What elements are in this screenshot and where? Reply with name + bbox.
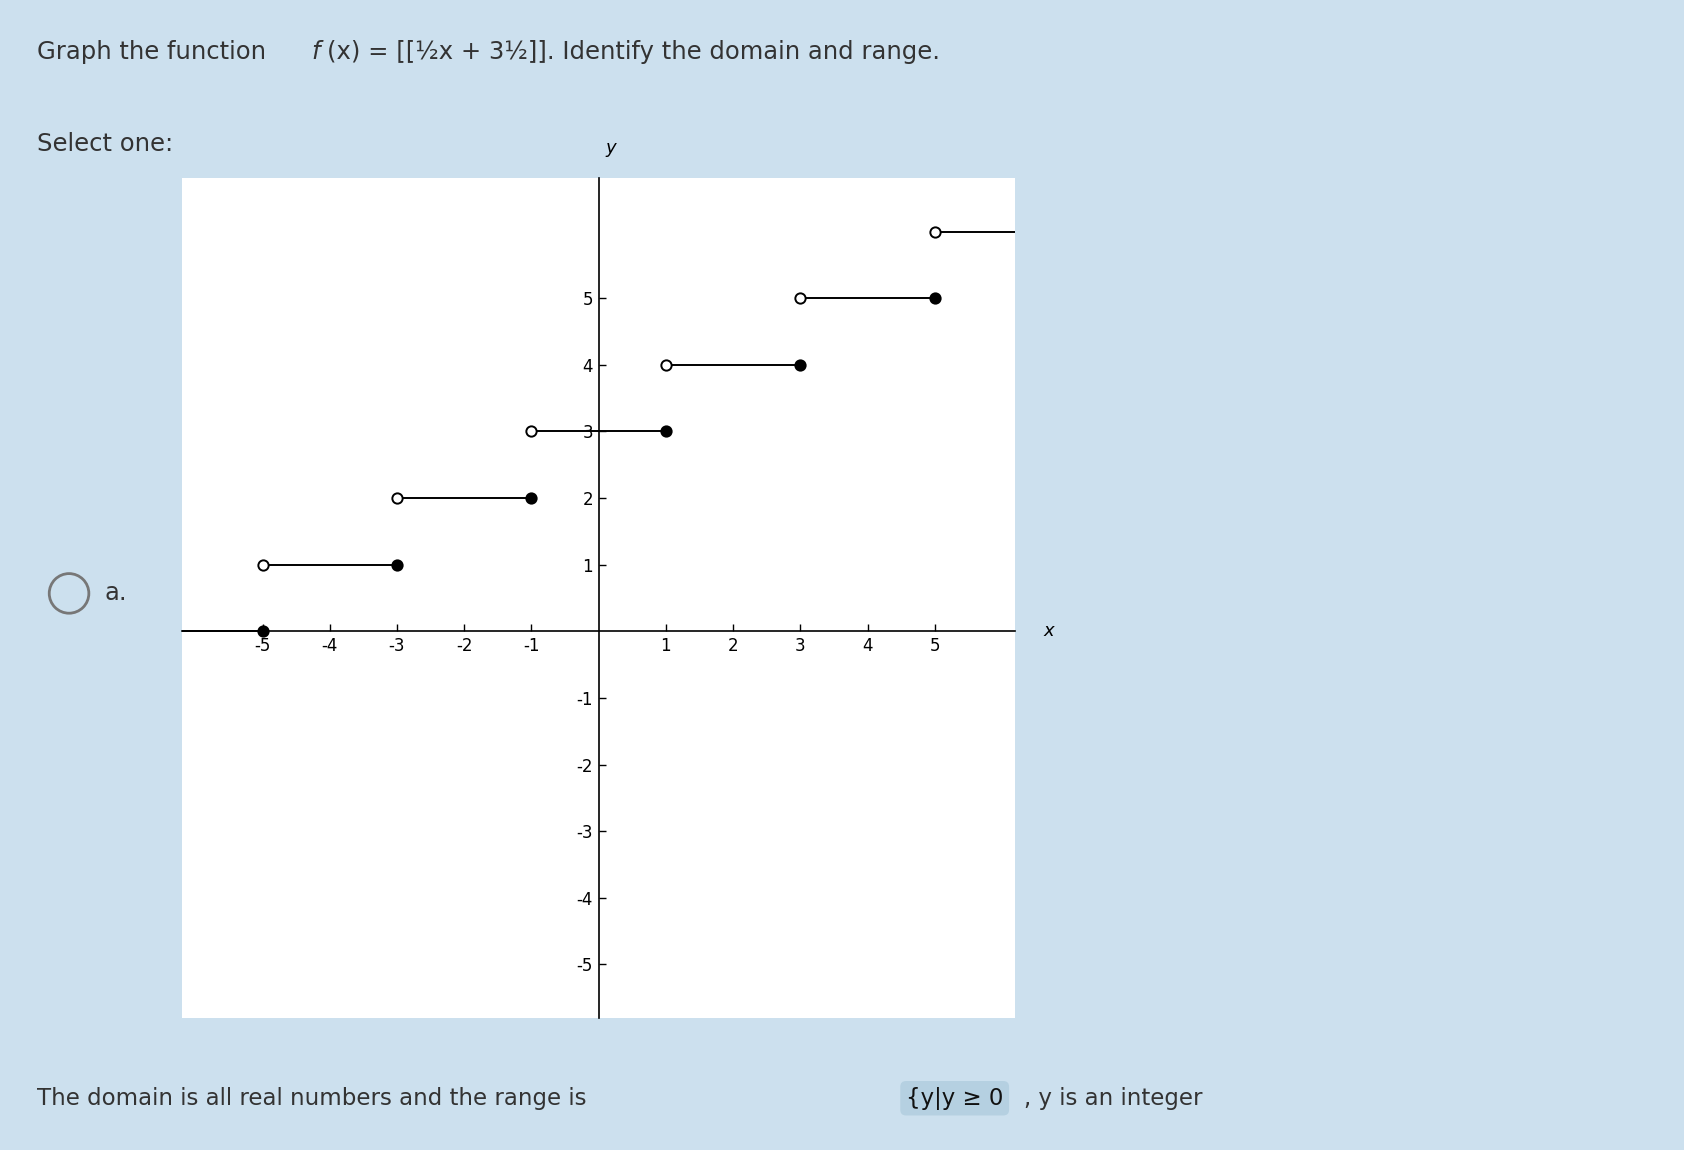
Point <box>519 489 546 507</box>
Point <box>384 489 411 507</box>
Text: , y is an integer: , y is an integer <box>1024 1087 1202 1110</box>
Text: f: f <box>312 40 320 64</box>
Point <box>249 555 276 574</box>
Point <box>786 355 813 374</box>
Point <box>652 355 679 374</box>
Text: Select one:: Select one: <box>37 132 173 156</box>
Point <box>519 422 546 440</box>
Text: y: y <box>606 139 616 158</box>
Point <box>249 622 276 641</box>
Point <box>921 222 948 240</box>
Text: x: x <box>1044 622 1054 641</box>
Text: Graph the function: Graph the function <box>37 40 274 64</box>
Point <box>652 422 679 440</box>
Point <box>384 555 411 574</box>
Text: The domain is all real numbers and the range is: The domain is all real numbers and the r… <box>37 1087 594 1110</box>
Text: a.: a. <box>104 582 126 605</box>
Point <box>921 289 948 307</box>
Point <box>786 289 813 307</box>
Text: {y|y ≥ 0: {y|y ≥ 0 <box>906 1087 1004 1110</box>
Text: (x) = [[½x + 3½]]. Identify the domain and range.: (x) = [[½x + 3½]]. Identify the domain a… <box>327 40 940 64</box>
